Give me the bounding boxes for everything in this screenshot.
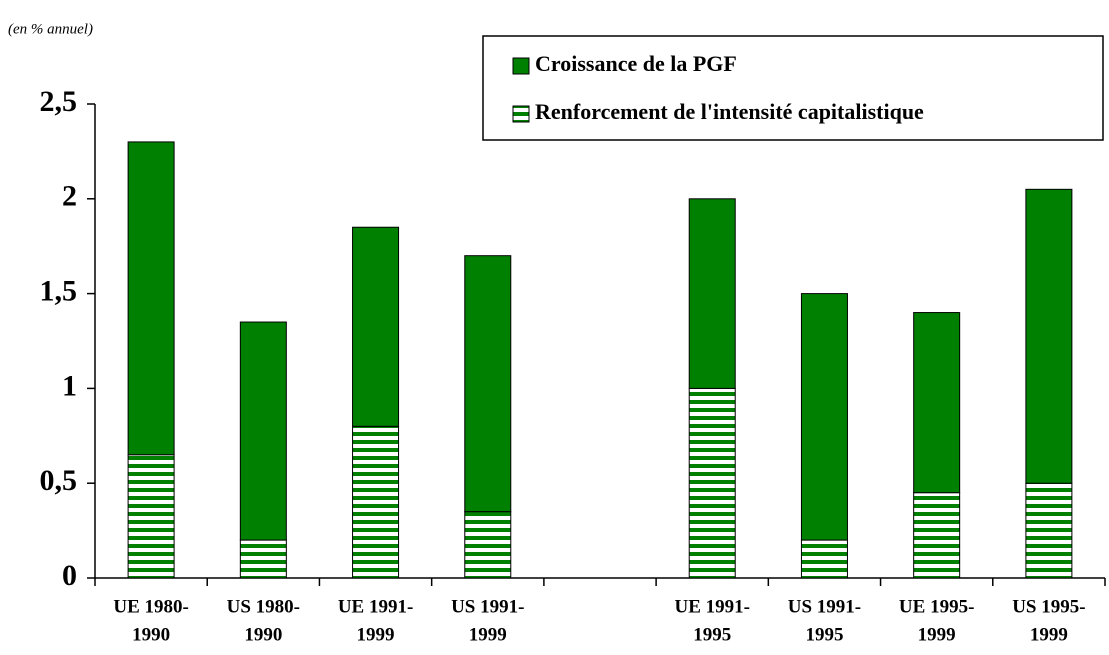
y-tick-label: 0,5 (40, 464, 78, 497)
bar-segment (239, 539, 287, 579)
bar-segment (1025, 188, 1073, 484)
bar-segment (688, 387, 736, 579)
y-tick-label: 2 (62, 180, 77, 213)
subtitle: (en % annuel) (8, 21, 93, 37)
bar-segment (239, 321, 287, 541)
y-tick-label: 2,5 (40, 85, 78, 118)
y-tick-label: 1,5 (40, 274, 78, 307)
x-tick-label: 1995 (805, 624, 843, 645)
x-tick-label: 1999 (357, 624, 395, 645)
bar-segment (800, 293, 848, 541)
x-tick-label: UE 1991- (338, 596, 413, 617)
x-tick-label: UE 1980- (113, 596, 188, 617)
x-tick-label: US 1991- (451, 596, 524, 617)
legend-label: Renforcement de l'intensité capitalistiq… (535, 99, 924, 124)
bar-segment (127, 454, 175, 579)
x-tick-label: 1999 (1030, 624, 1068, 645)
legend-box (482, 35, 1104, 141)
bar-segment (688, 198, 736, 389)
x-tick-label: 1999 (469, 624, 507, 645)
bar-segment (1025, 482, 1073, 579)
bar-segment (127, 141, 175, 456)
bar-segment (913, 312, 961, 494)
bar-segment (464, 511, 512, 579)
x-tick-label: 1990 (132, 624, 170, 645)
bar-segment (352, 226, 400, 427)
bar-segment (464, 255, 512, 513)
legend-label: Croissance de la PGF (535, 51, 737, 76)
bar-segment (352, 425, 400, 579)
y-tick-label: 0 (62, 559, 77, 592)
x-tick-label: US 1995- (1012, 596, 1085, 617)
x-tick-label: UE 1991- (674, 596, 749, 617)
legend-swatch (512, 57, 530, 75)
x-tick-label: UE 1995- (899, 596, 974, 617)
x-tick-label: US 1980- (227, 596, 300, 617)
legend-swatch (512, 105, 530, 123)
bar-segment (913, 492, 961, 579)
x-tick-label: US 1991- (788, 596, 861, 617)
x-tick-label: 1990 (244, 624, 282, 645)
y-tick-label: 1 (62, 369, 77, 402)
x-tick-label: 1999 (918, 624, 956, 645)
x-tick-label: 1995 (693, 624, 731, 645)
bar-segment (800, 539, 848, 579)
